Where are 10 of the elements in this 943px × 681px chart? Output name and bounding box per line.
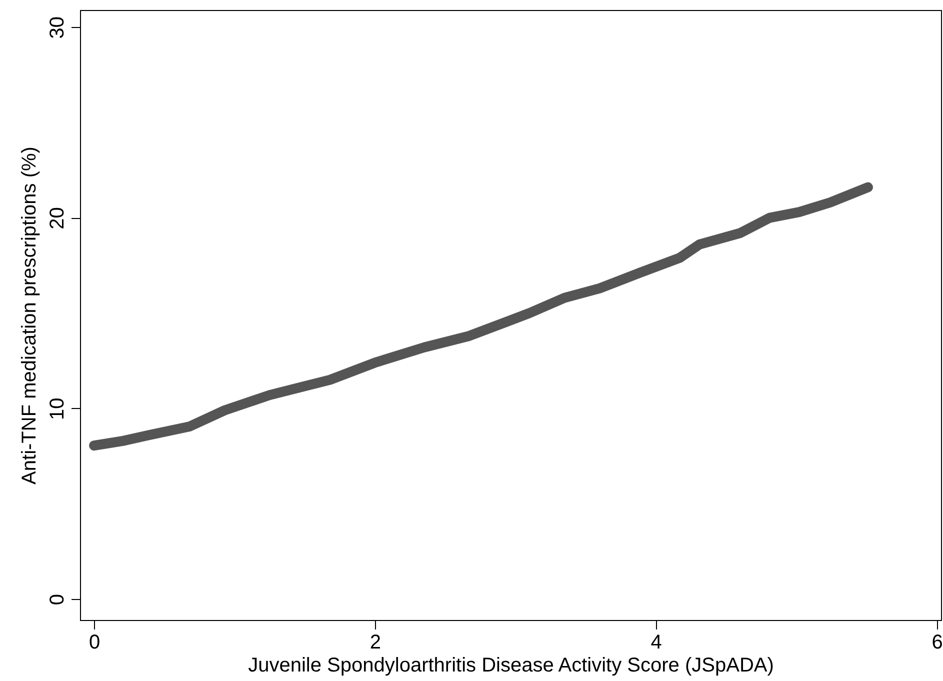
- x-tick-label: 0: [88, 632, 100, 654]
- x-axis-title: Juvenile Spondyloarthritis Disease Activity Score (JSpADA): [248, 654, 774, 676]
- y-axis-title: Anti-TNF medication prescriptions (%): [18, 146, 40, 484]
- y-tick-label: 20: [46, 207, 68, 230]
- y-tick-label: 10: [46, 398, 68, 420]
- x-tick-label: 2: [370, 632, 382, 654]
- y-tick-label: 0: [46, 594, 68, 606]
- x-tick-label: 4: [650, 632, 662, 654]
- y-tick-label: 30: [46, 16, 68, 39]
- x-tick-label: 6: [932, 632, 943, 654]
